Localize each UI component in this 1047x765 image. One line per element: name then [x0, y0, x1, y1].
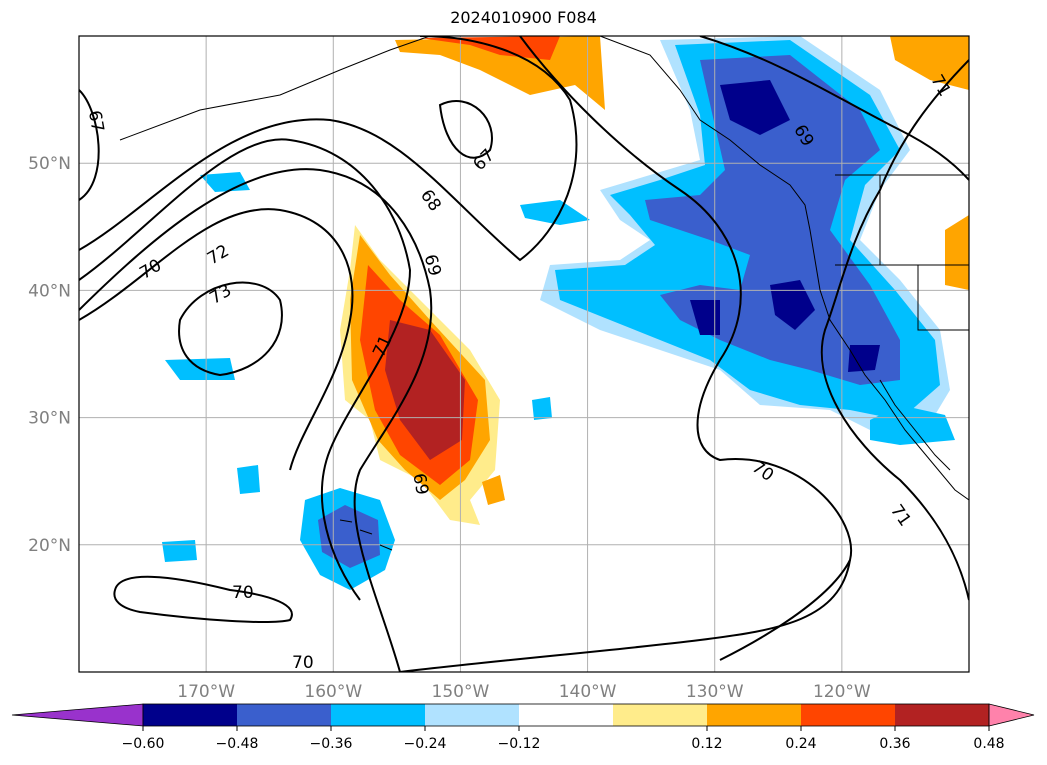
contour-label: 73 [206, 281, 235, 309]
cold-anomaly-ne-core [720, 80, 790, 135]
contour-label: 67 [84, 109, 107, 134]
cold-anomaly-ne-core3 [690, 300, 720, 335]
contour-label: 70 [748, 457, 777, 486]
contour-label: 69 [420, 252, 445, 278]
colorbar-segment [237, 704, 332, 726]
alaska-coast [119, 36, 431, 141]
longitude-label: 170°W [177, 682, 235, 702]
colorbar-segment [707, 704, 802, 726]
colorbar-segment [425, 704, 520, 726]
colorbar-extend-max [988, 703, 1035, 727]
cold-anomaly-spot-1 [200, 172, 250, 192]
contour-71-east [820, 59, 969, 601]
latitude-labels: 20°N 30°N 40°N 50°N [28, 154, 71, 556]
contour-69-east [699, 36, 969, 181]
contour-label: 70 [292, 653, 314, 673]
contour-label: 68 [416, 186, 445, 215]
warm-anomaly-north [395, 36, 605, 110]
warm-anomaly-central-core [385, 320, 465, 460]
contour-70-southeast [399, 559, 851, 672]
colorbar-segment [895, 704, 990, 726]
graticule [79, 36, 969, 672]
contour-70-south [113, 575, 293, 623]
cold-anomaly-spot-4 [162, 540, 197, 562]
longitude-label: 130°W [686, 682, 744, 702]
latitude-label: 20°N [28, 536, 71, 556]
longitude-labels: 170°W 160°W 150°W 140°W 130°W 120°W [177, 682, 871, 702]
map-frame [78, 35, 970, 673]
north-america-coast [599, 36, 969, 501]
contour-label: 69 [408, 472, 431, 497]
contour-67-west [79, 89, 100, 201]
longitude-label: 150°W [432, 682, 490, 702]
colorbar-segment [331, 704, 426, 726]
colorbar-segment [143, 704, 238, 726]
height-contours [79, 36, 969, 672]
contour-label: 72 [204, 241, 233, 269]
contour-label: 67 [469, 145, 498, 174]
cold-anomaly-ne-core4 [848, 345, 880, 372]
latitude-label: 50°N [28, 154, 71, 174]
colorbar-tick-label: −0.48 [216, 736, 259, 752]
contour-67-central [438, 100, 493, 159]
cold-anomaly-ne-core2 [770, 280, 815, 330]
colorbar-tick-label: 0.24 [785, 736, 816, 752]
contour-68 [79, 36, 578, 262]
contour-72 [79, 208, 354, 471]
longitude-label: 120°W [813, 682, 871, 702]
contour-69 [79, 168, 433, 672]
colorbar-tick-label: −0.24 [404, 736, 447, 752]
colorbar-extend-min [11, 703, 144, 727]
colorbar-tick-label: −0.36 [310, 736, 353, 752]
colorbar-tick-label: 0.36 [879, 736, 910, 752]
longitude-label: 160°W [304, 682, 362, 702]
colorbar-tick-label: 0.48 [973, 736, 1004, 752]
warm-anomaly-south-blob [482, 475, 505, 505]
colorbar: −0.60 −0.48 −0.36 −0.24 −0.12 0.12 0.24 0.36 0.4… [11, 703, 1035, 752]
contour-73 [178, 281, 283, 377]
colorbar-tick-label: 0.12 [691, 736, 722, 752]
cold-anomaly-mid [520, 200, 590, 225]
map-title: 2024010900 F084 [450, 8, 597, 27]
cold-anomaly-spot-5 [532, 397, 552, 420]
hawaii-islands [339, 519, 393, 551]
anomaly-shading [162, 36, 969, 590]
warm-anomaly-east-2 [945, 215, 969, 290]
colorbar-segment [613, 704, 708, 726]
colorbar-segment [519, 704, 614, 726]
colorbar-outline [142, 703, 990, 727]
baja-california-coast [879, 379, 951, 471]
colorbar-tick-label: −0.60 [122, 736, 165, 752]
contour-70-east [519, 36, 853, 661]
latitude-label: 40°N [28, 281, 71, 301]
longitude-label: 140°W [559, 682, 617, 702]
state-border-4 [917, 265, 969, 331]
warm-anomaly-east [890, 36, 969, 90]
contour-label: 70 [232, 583, 254, 603]
colorbar-segment [801, 704, 896, 726]
colorbar-tick-label: −0.12 [498, 736, 541, 752]
contour-label: 71 [886, 501, 915, 530]
latitude-label: 30°N [28, 409, 71, 429]
cold-anomaly-spot-3 [237, 465, 260, 494]
cold-anomaly-baja [870, 405, 955, 445]
contour-70 [79, 138, 412, 601]
